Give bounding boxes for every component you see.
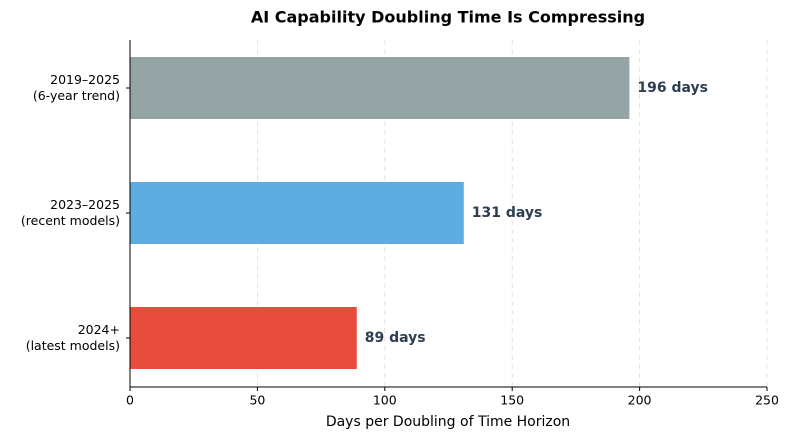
value-label: 131 days bbox=[472, 205, 543, 221]
x-tick-label: 50 bbox=[249, 393, 265, 408]
bar bbox=[130, 307, 357, 369]
value-label: 89 days bbox=[365, 330, 426, 346]
x-tick-label: 200 bbox=[628, 393, 652, 408]
value-label: 196 days bbox=[637, 80, 708, 96]
bar bbox=[130, 57, 630, 119]
x-tick-label: 250 bbox=[755, 393, 779, 408]
x-tick-label: 0 bbox=[126, 393, 134, 408]
x-tick-label: 150 bbox=[500, 393, 524, 408]
chart-title: AI Capability Doubling Time Is Compressi… bbox=[251, 8, 645, 27]
y-tick-label: 2019–2025 (6-year trend) bbox=[33, 72, 120, 103]
x-tick-label: 100 bbox=[373, 393, 397, 408]
x-axis-label: Days per Doubling of Time Horizon bbox=[326, 414, 570, 430]
bar bbox=[130, 182, 464, 244]
y-tick-label: 2024+ (latest models) bbox=[26, 322, 120, 353]
y-tick-label: 2023–2025 (recent models) bbox=[21, 197, 120, 228]
